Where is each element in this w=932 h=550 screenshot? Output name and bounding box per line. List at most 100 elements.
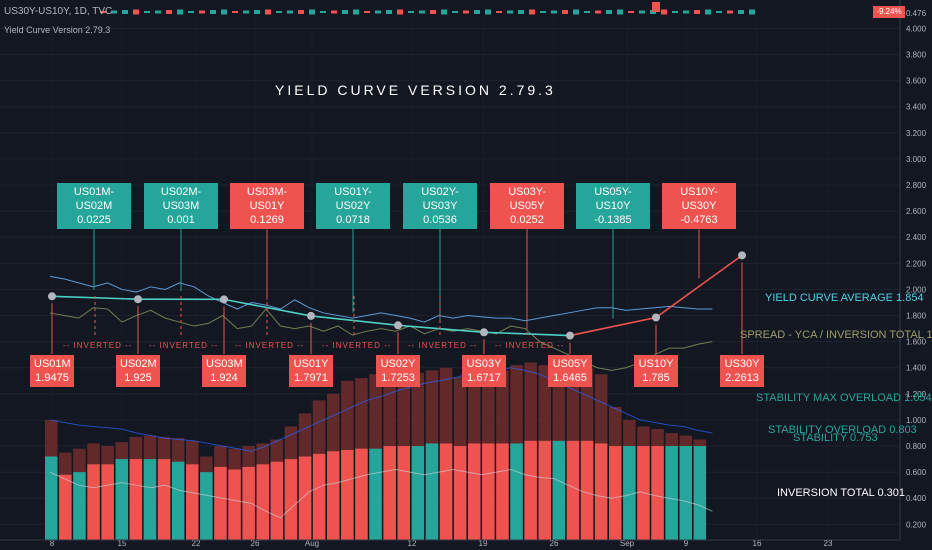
x-tick-label: 19 [479, 539, 488, 548]
yield-curve-segment [397, 324, 485, 334]
spread-box: US05Y-US10Y -0.1385 [576, 183, 650, 229]
tenor-box: US01Y 1.7971 [289, 355, 333, 387]
price-candle [342, 10, 348, 14]
spread-value: -0.4763 [680, 214, 718, 226]
tenor-box: US05Y 1.6465 [548, 355, 592, 387]
spread-name: US01M-US02M [73, 186, 115, 212]
price-candle [606, 10, 612, 14]
yield-curve-line [48, 216, 746, 354]
tenor-value: 1.785 [642, 372, 670, 384]
stability-bar [270, 461, 284, 540]
spread-label: SPREAD - YCA / INVERSION TOTAL 1 [740, 329, 932, 341]
indicator-name: Yield Curve Version 2.79.3 [4, 25, 111, 35]
stability-bar [59, 474, 72, 540]
y-tick-label: 3.600 [906, 77, 927, 86]
spread-box: US10Y-US30Y -0.4763 [662, 183, 736, 229]
price-candle [177, 9, 183, 15]
price-candle [738, 10, 744, 14]
x-tick-label: Sep [620, 539, 635, 548]
price-candle [705, 9, 711, 15]
x-tick-label: 23 [824, 539, 833, 548]
price-candle [386, 10, 392, 14]
x-tick-label: 22 [192, 539, 201, 548]
x-tick-label: 26 [550, 539, 559, 548]
price-candle [397, 9, 403, 15]
stability-bar [341, 449, 354, 540]
stability-bar [157, 459, 171, 540]
yield-point [307, 311, 315, 320]
tenor-name: US10Y [638, 358, 674, 370]
stability-bar [256, 464, 269, 540]
stability-bar [524, 440, 537, 540]
x-tick-label: 15 [118, 539, 127, 548]
price-candle [716, 11, 722, 13]
price-candle [617, 9, 623, 15]
price-candle [265, 9, 271, 15]
yield-point [394, 321, 402, 330]
spread-box: US03M-US01Y 0.1269 [230, 183, 304, 229]
yield-point [134, 295, 142, 304]
price-candle [595, 10, 601, 14]
last-value: 0.476 [906, 9, 927, 18]
price-candle [221, 9, 227, 15]
spread-box: US02M-US03M 0.001 [144, 183, 218, 229]
stability-bar [665, 446, 678, 540]
y-tick-label: 2.400 [906, 233, 927, 242]
x-tick-label: 12 [408, 539, 417, 548]
x-tick-label: 26 [251, 539, 260, 548]
price-candle [562, 10, 568, 14]
tenor-box: US10Y 1.785 [634, 355, 678, 387]
price-candle [276, 11, 282, 13]
y-tick-label: 0.800 [906, 442, 927, 451]
price-candle [166, 10, 172, 14]
y-tick-label: 3.000 [906, 155, 927, 164]
spread-value: -0.1385 [594, 214, 632, 226]
inverted-label: -- INVERTED -- [322, 341, 392, 350]
stability-bar [171, 461, 185, 540]
inverted-label: -- INVERTED -- [235, 341, 305, 350]
price-candle [320, 11, 326, 13]
stability-bar [143, 459, 157, 540]
tenor-name: US02Y [380, 358, 416, 370]
price-candle [507, 10, 513, 14]
price-candle [463, 10, 469, 14]
price-candle [419, 10, 425, 14]
stability-bar [186, 464, 199, 540]
stability-bar [298, 456, 312, 540]
stability-bar [580, 440, 594, 540]
inverted-label: -- INVERTED -- [63, 341, 133, 350]
price-candle [133, 9, 139, 15]
y-tick-label: 0.600 [906, 468, 927, 477]
tenor-name: US03M [206, 358, 243, 370]
yield-point [566, 331, 574, 340]
price-candle [452, 11, 458, 13]
stability-bar [355, 448, 368, 540]
price-candle [100, 11, 106, 13]
stability-bar [425, 443, 439, 540]
yield-curve-segment [223, 298, 312, 317]
inverted-label: -- INVERTED -- [495, 341, 565, 350]
stability-bar [609, 446, 622, 540]
tenor-box: US30Y 2.2613 [720, 355, 764, 387]
y-tick-label: 3.400 [906, 103, 927, 112]
y-tick-label: 2.800 [906, 181, 927, 190]
stability-bar [327, 451, 340, 540]
stability-bar [439, 443, 453, 540]
price-candle [298, 10, 304, 14]
price-candle [727, 10, 733, 14]
inversion-total-label: INVERSION TOTAL 0.301 [777, 487, 905, 499]
inverted-label: -- INVERTED -- [408, 341, 478, 350]
spread-box: US02Y-US03Y 0.0536 [403, 183, 477, 229]
stability-bar [411, 446, 425, 540]
price-candle [287, 10, 293, 14]
x-tick-label: Aug [305, 539, 319, 548]
tenor-name: US02M [120, 358, 157, 370]
stability-bar [228, 469, 241, 540]
stability-bar [468, 443, 481, 540]
stability-bar [242, 466, 255, 540]
indicator-lines [49, 275, 713, 519]
y-tick-label: 3.200 [906, 129, 927, 138]
spread-value: 0.0718 [336, 214, 370, 226]
stability-bar [87, 464, 100, 540]
price-candle [683, 10, 689, 14]
